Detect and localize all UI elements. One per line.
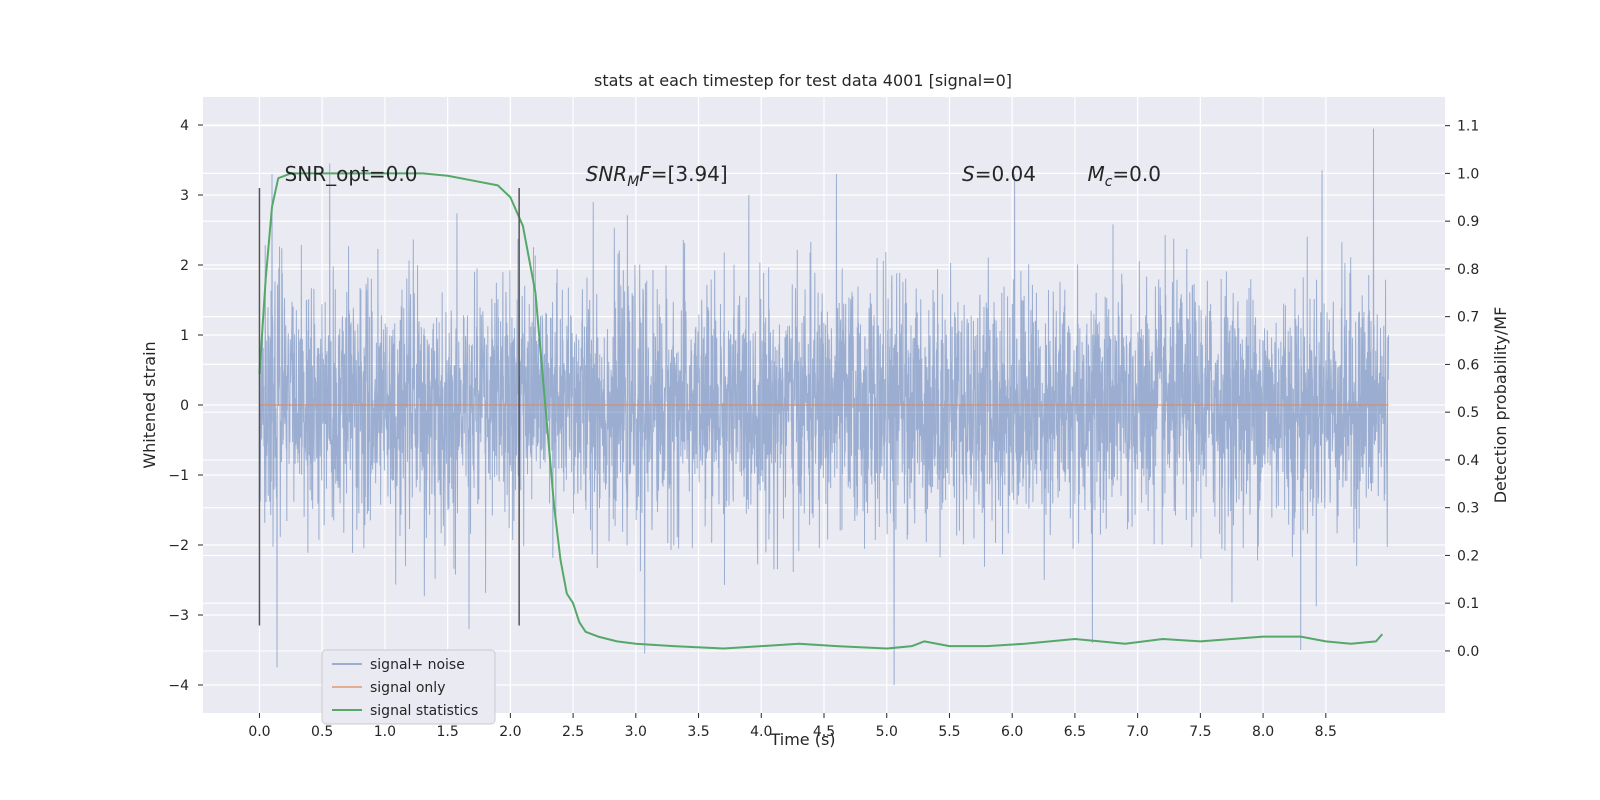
event-markers xyxy=(258,188,520,626)
x-tick-label: 0.5 xyxy=(311,724,333,740)
y2-tick-label: 1.1 xyxy=(1457,119,1479,135)
x-tick-label: 8.5 xyxy=(1315,724,1337,740)
annotation-snr-opt: SNR_opt=0.0 xyxy=(285,162,418,186)
y-tick-label: −2 xyxy=(168,538,189,554)
chart-title: stats at each timestep for test data 400… xyxy=(594,71,1012,90)
x-tick-label: 6.5 xyxy=(1064,724,1086,740)
y2-tick-label: 0.3 xyxy=(1457,501,1479,517)
y-tick-label: 1 xyxy=(180,328,189,344)
x-tick-label: 5.0 xyxy=(876,724,898,740)
y-tick-label: −4 xyxy=(168,678,189,694)
y-tick-label: 4 xyxy=(180,118,189,134)
x-tick-label: 1.0 xyxy=(374,724,396,740)
y2-tick-label: 0.0 xyxy=(1457,644,1479,660)
legend-label-noise: signal+ noise xyxy=(370,657,465,673)
x-tick-label: 6.0 xyxy=(1001,724,1023,740)
y-axis-label: Whitened strain xyxy=(140,341,159,468)
axis-ticks: 0.0 0.5 1.0 1.5 2.0 2.5 3.0 3.5 4.0 4.5 5.0 5.5 6.0 6… xyxy=(168,118,1479,740)
annotation-mc: Mc=0.0 xyxy=(1087,162,1161,190)
x-tick-label: 3.0 xyxy=(625,724,647,740)
legend: signal+ noise signal only signal statist… xyxy=(321,649,496,725)
x-tick-label: 2.5 xyxy=(562,724,584,740)
y2-tick-label: 0.2 xyxy=(1457,548,1479,564)
y2-tick-label: 0.7 xyxy=(1457,310,1479,326)
y2-tick-label: 0.1 xyxy=(1457,596,1479,612)
x-tick-label: 4.5 xyxy=(813,724,835,740)
y2-tick-label: 0.4 xyxy=(1457,453,1479,469)
y2-tick-label: 0.6 xyxy=(1457,357,1479,373)
annotations: SNR_opt=0.0 SNRMF=[3.94] S=0.04 Mc=0.0 xyxy=(285,162,1161,190)
x-tick-label: 7.5 xyxy=(1189,724,1211,740)
y-tick-label: −1 xyxy=(168,468,189,484)
x-tick-label: 3.5 xyxy=(687,724,709,740)
x-tick-label: 2.0 xyxy=(499,724,521,740)
annotation-snr-mf: SNRMF=[3.94] xyxy=(586,162,728,190)
line-series xyxy=(258,172,1389,650)
y2-axis-label: Detection probability/MF xyxy=(1491,307,1510,504)
y2-tick-label: 1.0 xyxy=(1457,166,1479,182)
legend-box xyxy=(321,649,496,725)
x-tick-label: 8.0 xyxy=(1252,724,1274,740)
y-tick-label: 0 xyxy=(180,398,189,414)
x-tick-label: 1.5 xyxy=(437,724,459,740)
x-axis-label: Time (s) xyxy=(769,730,835,749)
y-tick-label: 3 xyxy=(180,188,189,204)
y2-tick-label: 0.5 xyxy=(1457,405,1479,421)
x-tick-label: 4.0 xyxy=(750,724,772,740)
series-signal-statistics xyxy=(258,172,1384,650)
y-tick-label: 2 xyxy=(180,258,189,274)
x-tick-label: 0.0 xyxy=(248,724,270,740)
y2-tick-label: 0.9 xyxy=(1457,214,1479,230)
x-tick-label: 7.0 xyxy=(1127,724,1149,740)
y-tick-label: −3 xyxy=(168,608,189,624)
x-tick-label: 5.5 xyxy=(938,724,960,740)
legend-label-stats: signal statistics xyxy=(370,703,478,719)
y2-tick-label: 0.8 xyxy=(1457,262,1479,278)
legend-label-signal: signal only xyxy=(370,680,445,696)
annotation-s: S=0.04 xyxy=(962,162,1036,186)
